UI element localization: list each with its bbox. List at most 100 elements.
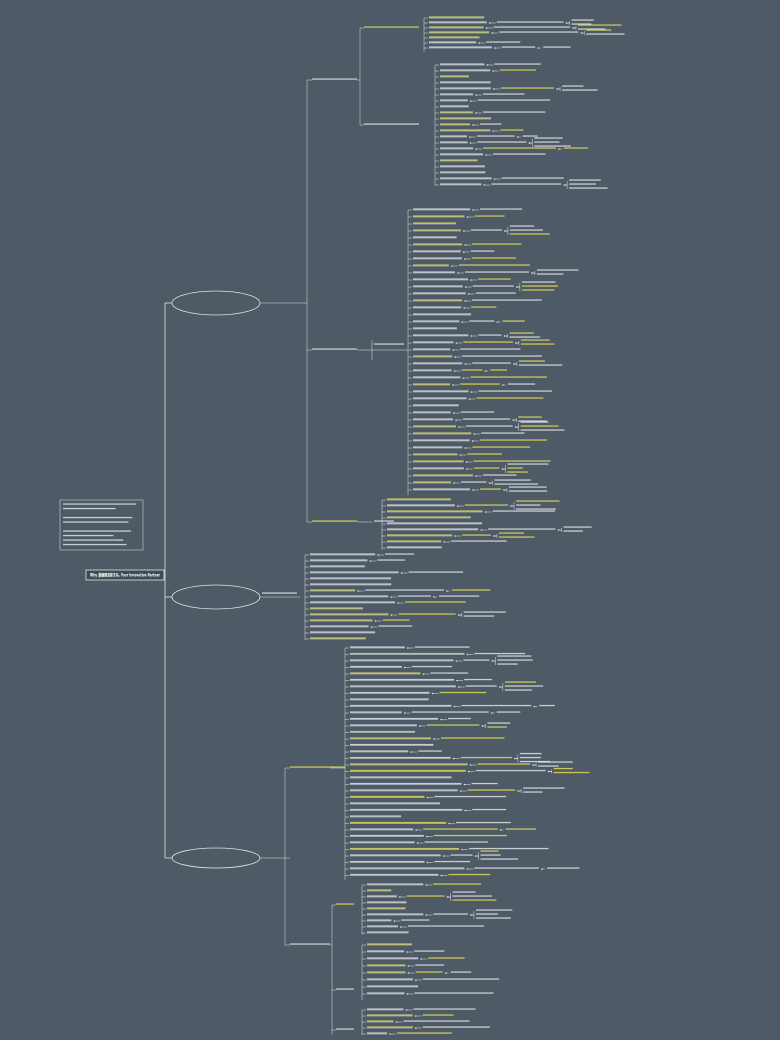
text-line xyxy=(423,828,498,830)
text-line xyxy=(460,383,500,385)
text-line xyxy=(422,1014,454,1016)
text-line xyxy=(519,760,551,763)
text-line xyxy=(452,895,492,897)
text-line xyxy=(350,652,465,655)
text-line xyxy=(401,919,430,921)
text-line xyxy=(350,724,417,726)
text-line xyxy=(440,81,491,83)
text-line xyxy=(374,343,404,345)
text-line xyxy=(481,432,525,434)
text-line xyxy=(310,589,356,591)
text-line xyxy=(534,141,560,143)
text-line xyxy=(367,985,419,987)
text-line xyxy=(520,425,559,427)
text-line xyxy=(440,147,474,149)
text-line xyxy=(433,913,468,915)
text-line xyxy=(504,689,532,691)
text-line xyxy=(562,85,584,87)
branch-node xyxy=(171,290,261,316)
text-line xyxy=(473,460,551,462)
text-line xyxy=(350,847,460,850)
text-line xyxy=(367,1008,404,1010)
text-line xyxy=(350,763,468,765)
text-line xyxy=(310,553,376,555)
text-line xyxy=(508,486,547,488)
text-line xyxy=(516,508,556,510)
text-line xyxy=(63,534,114,537)
text-line xyxy=(350,756,451,759)
text-line xyxy=(350,828,414,830)
text-line xyxy=(577,28,606,30)
text-line xyxy=(411,711,489,713)
text-line xyxy=(413,334,469,336)
text-line xyxy=(494,63,541,65)
text-line xyxy=(377,559,405,561)
text-line xyxy=(350,860,425,863)
text-line xyxy=(546,867,580,869)
text-line xyxy=(571,19,594,21)
text-line xyxy=(534,145,571,147)
text-line xyxy=(413,222,456,224)
text-line xyxy=(367,992,405,994)
text-line xyxy=(440,129,491,131)
text-line xyxy=(472,299,542,301)
text-line xyxy=(350,691,430,694)
text-line xyxy=(413,390,469,392)
text-line xyxy=(505,828,536,830)
text-line xyxy=(460,481,487,483)
text-line xyxy=(413,474,473,476)
text-line xyxy=(562,89,598,91)
text-line xyxy=(413,257,462,259)
text-line xyxy=(571,23,592,25)
text-line xyxy=(413,208,471,210)
text-line xyxy=(480,850,499,852)
text-line xyxy=(471,782,498,785)
text-line xyxy=(440,141,468,143)
text-line xyxy=(520,343,555,345)
text-line xyxy=(63,530,131,532)
text-line xyxy=(413,404,459,406)
text-line xyxy=(440,737,505,739)
text-line xyxy=(312,348,357,350)
text-line xyxy=(493,153,546,155)
text-line xyxy=(310,625,369,627)
text-line xyxy=(440,177,492,179)
text-line xyxy=(475,917,511,919)
text-line xyxy=(507,467,523,469)
text-line xyxy=(519,756,541,759)
text-line xyxy=(310,631,376,633)
text-line xyxy=(350,795,425,798)
text-line xyxy=(465,685,497,687)
text-line xyxy=(413,488,471,490)
text-line xyxy=(475,769,546,772)
text-line xyxy=(520,339,550,341)
text-line xyxy=(367,889,392,891)
text-line xyxy=(310,637,366,639)
text-line xyxy=(509,225,535,227)
text-line xyxy=(518,364,563,366)
text-line xyxy=(476,135,515,137)
text-line xyxy=(500,87,555,89)
text-line xyxy=(478,278,511,280)
text-line xyxy=(387,540,442,542)
text-line xyxy=(63,539,124,541)
text-line xyxy=(440,63,485,65)
text-line xyxy=(500,129,524,131)
root-label: Why 鼎捷要选择天马, Your Innovative Partner xyxy=(90,572,160,578)
text-line xyxy=(336,988,354,990)
text-line xyxy=(350,821,447,824)
text-line xyxy=(422,978,500,980)
text-line xyxy=(463,659,490,661)
text-line xyxy=(563,526,592,528)
text-line xyxy=(310,595,389,597)
text-line xyxy=(413,369,452,371)
text-line xyxy=(480,123,502,125)
text-line xyxy=(507,463,549,465)
text-line xyxy=(350,834,424,837)
text-line xyxy=(440,75,469,77)
text-line xyxy=(367,943,413,945)
text-line xyxy=(413,278,469,280)
text-line xyxy=(364,123,419,125)
text-line xyxy=(429,36,480,38)
